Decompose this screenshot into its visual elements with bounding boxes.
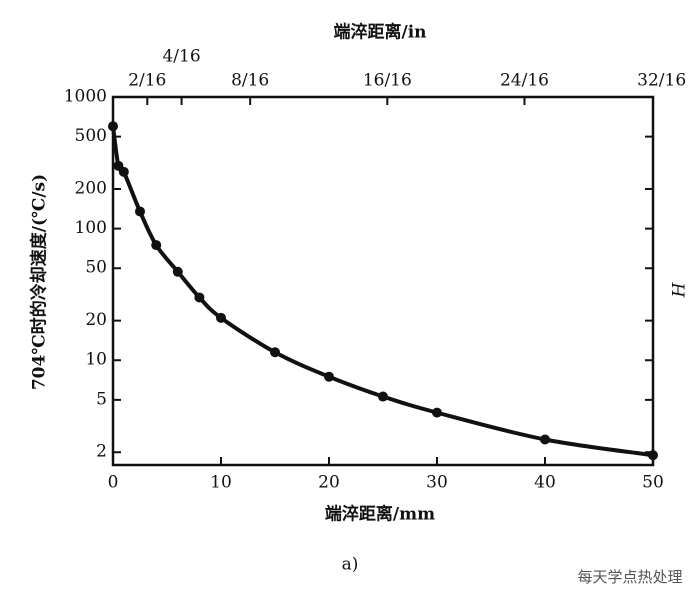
watermark: 每天学点热处理 bbox=[577, 568, 682, 586]
x-tick-label: 20 bbox=[318, 473, 340, 493]
y-tick-label: 10 bbox=[85, 350, 107, 370]
y-axis-label: 704℃时的冷却速度/(℃/s) bbox=[29, 174, 50, 390]
y-tick-label: 500 bbox=[75, 126, 107, 146]
x-tick-label: 30 bbox=[426, 473, 448, 493]
data-point bbox=[432, 407, 442, 418]
y-tick-label: 1000 bbox=[64, 87, 107, 107]
x2-tick-label: 32/16 bbox=[637, 71, 686, 91]
y-tick-label: 100 bbox=[75, 218, 107, 238]
x2-tick-label: 2/16 bbox=[128, 71, 166, 91]
x-axis-label: 端淬距离/mm bbox=[325, 504, 435, 525]
x2-tick-label: 8/16 bbox=[231, 71, 269, 91]
x-tick-label: 40 bbox=[534, 473, 556, 493]
x-tick-label: 10 bbox=[210, 473, 232, 493]
data-point bbox=[172, 266, 183, 277]
curve bbox=[111, 125, 654, 458]
data-point bbox=[324, 371, 334, 382]
y2-axis-label: H bbox=[670, 281, 690, 298]
x-tick-label: 50 bbox=[642, 473, 664, 493]
data-point bbox=[151, 240, 162, 251]
y-tick-label: 2 bbox=[96, 442, 107, 462]
x-tick-label: 0 bbox=[108, 473, 119, 493]
data-point bbox=[118, 166, 129, 177]
data-point bbox=[270, 347, 280, 358]
y-tick-label: 50 bbox=[85, 258, 107, 278]
x2-tick-label: 16/16 bbox=[363, 71, 412, 91]
data-point bbox=[648, 450, 658, 461]
data-point bbox=[135, 206, 145, 217]
y-tick-label: 200 bbox=[75, 179, 107, 199]
data-point bbox=[540, 434, 550, 445]
plot-frame bbox=[111, 95, 655, 467]
x2-tick-label: 4/16 bbox=[162, 47, 200, 67]
data-point bbox=[108, 121, 118, 132]
data-point bbox=[378, 391, 388, 402]
data-point bbox=[216, 312, 226, 323]
caption: a) bbox=[342, 555, 359, 575]
y-tick-label: 20 bbox=[85, 310, 107, 330]
x2-axis-label: 端淬距离/in bbox=[333, 22, 426, 43]
data-point bbox=[194, 292, 205, 303]
x2-tick-label: 24/16 bbox=[500, 71, 549, 91]
y-tick-label: 5 bbox=[96, 389, 107, 409]
